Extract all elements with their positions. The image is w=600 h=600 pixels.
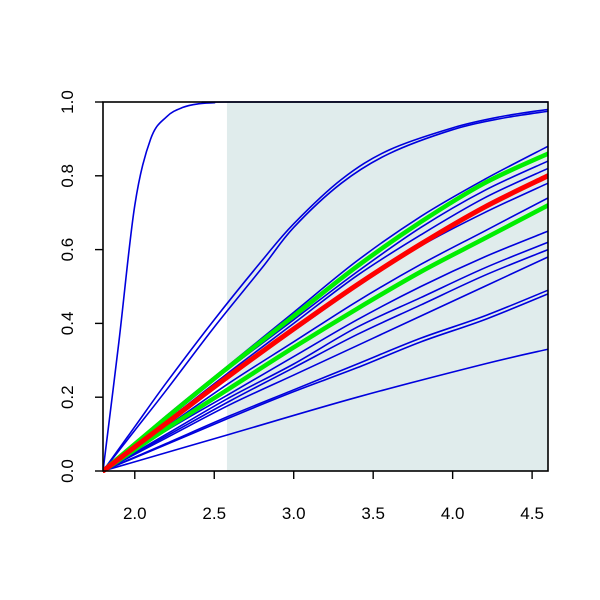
series-line-15-blue [103,348,548,472]
shaded-region [226,102,548,471]
x-tick-label: 4.0 [441,504,465,523]
series-group [103,101,548,473]
series-line-11-blue [103,248,548,472]
series-line-13-blue [103,289,548,472]
series-line-3-blue [103,110,548,472]
y-tick-label: 0.0 [58,459,77,483]
series-line-14-blue [103,293,548,472]
x-tick-label: 3.5 [361,504,385,523]
x-tick-label: 3.0 [282,504,306,523]
series-line-2-blue [103,108,548,472]
series-line-10-blue [103,241,548,472]
y-tick-label: 0.8 [58,164,77,188]
y-tick-label: 1.0 [58,90,77,114]
series-line-16-green [103,151,548,473]
series-line-18-red [103,173,548,473]
series-line-12-blue [103,256,548,472]
x-tick-label: 4.5 [520,504,544,523]
x-tick-label: 2.5 [202,504,226,523]
y-tick-label: 0.4 [58,312,77,336]
y-tick-label: 0.6 [58,238,77,262]
y-tick-label: 0.2 [58,385,77,409]
plot-frame [102,101,549,472]
axes: 2.0 2.5 3.0 3.5 4.0 4.5 0.0 0.2 0.4 0.6 0.8 1.0 [58,90,549,523]
x-tick-label: 2.0 [123,504,147,523]
series-line-17-green [103,203,548,473]
plot-area [103,101,548,473]
